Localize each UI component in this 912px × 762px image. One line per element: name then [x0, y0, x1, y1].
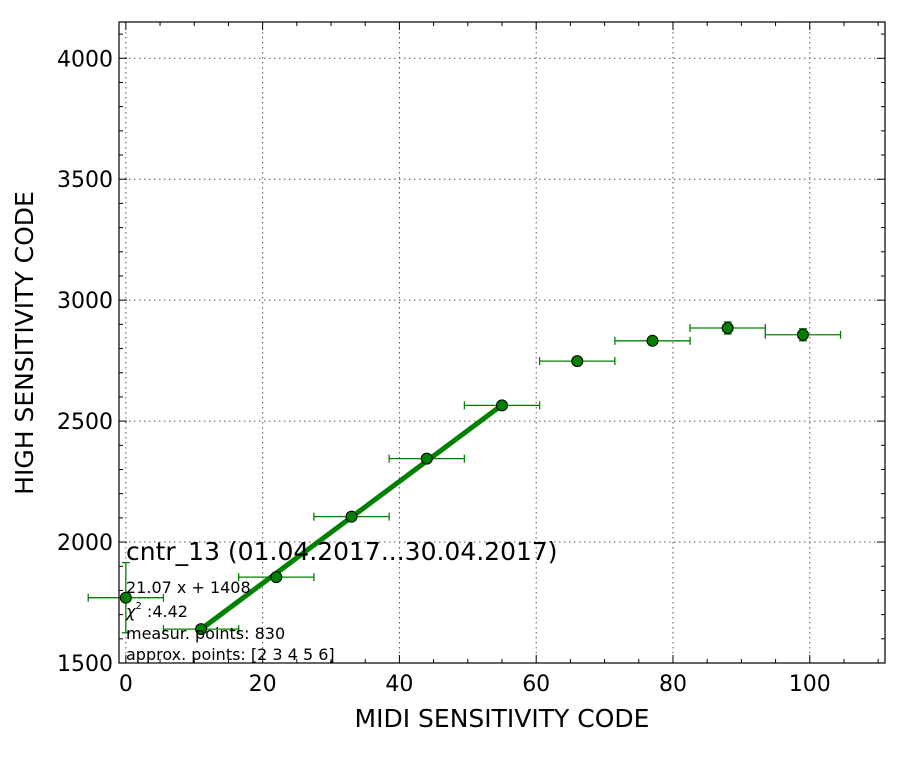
x-axis-label: MIDI SENSITIVITY CODE [355, 704, 650, 733]
y-axis-label: HIGH SENSITIVITY CODE [10, 191, 39, 495]
data-points [119, 321, 809, 636]
data-point [496, 399, 508, 412]
x-tick-label: 40 [385, 672, 413, 697]
y-tick-label: 3000 [57, 289, 113, 314]
data-point [270, 571, 283, 584]
x-tick-label: 20 [249, 672, 277, 697]
annotation: cntr_13 (01.04.2017...30.04.2017) 21.07 … [125, 537, 558, 664]
x-tick-label: 80 [659, 672, 687, 697]
y-tick-labels: 1500 2000 2500 3000 3500 4000 [57, 47, 113, 677]
x-tick-label: 100 [789, 672, 831, 697]
plot-frame [118, 21, 886, 664]
annotation-title: cntr_13 (01.04.2017...30.04.2017) [126, 537, 558, 566]
chi2-value: :4.42 [142, 602, 188, 621]
data-point [721, 321, 734, 334]
y-tick-label: 1500 [57, 652, 113, 677]
axis-ticks [119, 22, 885, 664]
data-point [345, 510, 358, 523]
y-tick-label: 4000 [57, 47, 113, 72]
data-point [796, 328, 809, 341]
data-point [119, 591, 132, 604]
chi2-symbol: χ [125, 602, 136, 621]
x-tick-label: 60 [522, 672, 550, 697]
data-point [420, 452, 433, 465]
x-tick-labels: 0 20 40 60 80 100 [119, 672, 831, 697]
x-tick-label: 0 [119, 672, 133, 697]
data-point [195, 623, 208, 636]
annotation-formula: 21.07 x + 1408 [126, 578, 251, 597]
annotation-measured-points: measur. points: 830 [126, 624, 285, 643]
chi2-superscript: 2 [135, 601, 141, 612]
data-point [571, 355, 584, 368]
annotation-approx-points: approx. points: [2 3 4 5 6] [126, 645, 335, 664]
annotation-chi2: χ2 :4.42 [125, 601, 188, 621]
y-tick-label: 2000 [57, 531, 113, 556]
grid [119, 22, 885, 664]
y-tick-label: 3500 [57, 168, 113, 193]
y-tick-label: 2500 [57, 410, 113, 435]
data-point [646, 334, 659, 347]
